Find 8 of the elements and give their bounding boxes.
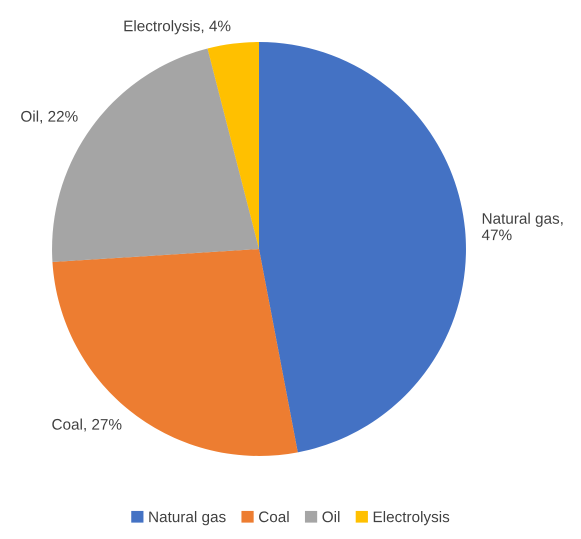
- data-label: Oil, 22%: [21, 110, 78, 124]
- legend-label: Electrolysis: [374, 511, 450, 526]
- data-label: Electrolysis, 4%: [124, 20, 230, 34]
- legend-label: Oil: [322, 511, 340, 522]
- legend-label: Natural gas: [149, 511, 226, 526]
- legend-label: Coal: [259, 511, 289, 522]
- data-label: Natural gas, 47%: [482, 212, 563, 240]
- data-label: Coal, 27%: [52, 418, 122, 432]
